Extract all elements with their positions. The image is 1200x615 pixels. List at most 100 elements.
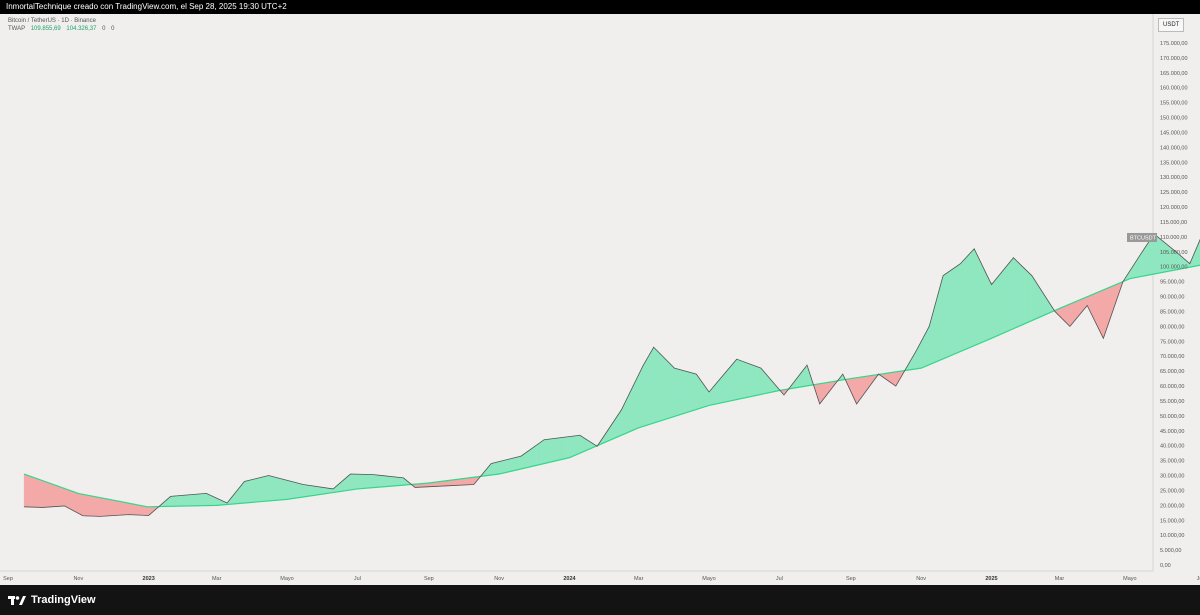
twap-fill-below: [53, 484, 57, 507]
price-tick-label: 165.000,00: [1160, 71, 1188, 77]
twap-fill-above: [512, 457, 516, 472]
price-tick-label: 25.000,00: [1160, 488, 1184, 494]
twap-fill-above: [542, 439, 546, 465]
twap-fill-above: [551, 438, 555, 463]
twap-fill-above: [554, 437, 558, 462]
twap-fill-above: [1017, 261, 1021, 328]
twap-fill-below: [39, 479, 43, 508]
twap-fill-above: [683, 370, 687, 414]
twap-fill-below: [468, 477, 472, 486]
twap-fill-above: [943, 272, 947, 359]
twap-fill-above: [194, 493, 198, 507]
twap-fill-below: [35, 477, 39, 508]
twap-fill-above: [203, 493, 207, 506]
twap-fill-above: [953, 266, 957, 355]
price-tick-label: 140.000,00: [1160, 145, 1188, 151]
twap-fill-above: [955, 264, 959, 354]
twap-fill-above: [169, 495, 173, 507]
price-axis[interactable]: 0,00 5.000,00 10.000,00 15.000,00 20.000,00 2…: [1127, 41, 1188, 569]
price-tick-label: 120.000,00: [1160, 205, 1188, 211]
twap-fill-below: [30, 476, 34, 508]
time-tick-label: Jul: [776, 576, 783, 582]
twap-fill-above: [261, 476, 265, 502]
twap-fill-above: [210, 495, 214, 506]
twap-fill-above: [524, 451, 528, 469]
twap-fill-above: [687, 371, 691, 413]
twap-fill-above: [570, 435, 574, 458]
twap-fill-above: [376, 474, 380, 488]
twap-fill-above: [302, 484, 306, 498]
twap-fill-above: [685, 370, 689, 414]
twap-fill-below: [58, 485, 62, 507]
tradingview-logo[interactable]: TradingView: [8, 593, 96, 607]
twap-fill-below: [99, 497, 103, 517]
time-tick-label: Mar: [212, 576, 222, 582]
indicator-legend[interactable]: TWAP 109.855,69 104.326,37 0 0: [8, 26, 114, 32]
price-line[interactable]: [24, 201, 1200, 517]
twap-fill-above: [309, 485, 313, 497]
twap-fill-above: [745, 362, 749, 398]
twap-line[interactable]: [23, 254, 1200, 508]
twap-fill-below: [134, 504, 138, 516]
twap-fill-above: [759, 367, 763, 396]
twap-fill-above: [764, 371, 767, 395]
twap-fill-above: [1001, 268, 1005, 335]
price-tick-label: 95.000,00: [1160, 280, 1184, 286]
twap-fill-above: [563, 436, 567, 460]
twap-fill-below: [1068, 303, 1072, 326]
twap-fill-above: [743, 361, 747, 399]
time-tick-label: Nov: [73, 576, 83, 582]
twap-fill-below: [37, 478, 41, 508]
twap-fill-below: [90, 495, 94, 517]
time-tick-label: Mayo: [1123, 576, 1136, 582]
price-chart[interactable]: 0,00 5.000,00 10.000,00 15.000,00 20.000,00 2…: [0, 14, 1200, 585]
twap-fill-below: [67, 489, 71, 510]
twap-fill-above: [664, 358, 668, 420]
time-tick-label: Mayo: [702, 576, 715, 582]
symbol-legend[interactable]: Bitcoin / TetherUS · 1D · Binance: [8, 18, 96, 24]
twap-fill-above: [962, 257, 966, 351]
time-axis[interactable]: Sep Nov 2023 Mar Mayo Jul Sep Nov 2024 Mar Mayo Jul…: [3, 576, 1200, 582]
twap-fill-above: [713, 382, 717, 405]
twap-fill-above: [1003, 265, 1007, 334]
price-tick-label: 5.000,00: [1160, 548, 1181, 554]
tradingview-brand-name: TradingView: [31, 594, 96, 606]
time-tick-label: Sep: [3, 576, 13, 582]
twap-fill-above: [369, 474, 373, 489]
twap-fill-above: [1033, 278, 1037, 321]
twap-fill-above: [300, 483, 304, 498]
twap-fill-above: [501, 460, 505, 474]
price-tick-label: 75.000,00: [1160, 339, 1184, 345]
price-tick-label: 145.000,00: [1160, 130, 1188, 136]
twap-fill-below: [104, 498, 108, 517]
indicator-value-1: 109.855,69: [30, 26, 61, 32]
twap-fill-above: [676, 368, 680, 417]
time-tick-label: Mar: [634, 576, 644, 582]
twap-fill-above: [678, 368, 682, 416]
twap-fill-above: [1026, 270, 1030, 324]
twap-fill-above: [293, 481, 297, 499]
chart-area[interactable]: 0,00 5.000,00 10.000,00 15.000,00 20.000,00 2…: [0, 14, 1200, 585]
twap-fill-below: [1073, 301, 1076, 324]
twap-fill-above: [558, 437, 562, 461]
price-tick-label: 0,00: [1160, 563, 1171, 569]
twap-fill-below: [1070, 302, 1074, 326]
time-tick-label: Mayo: [280, 576, 293, 582]
twap-fill-above: [757, 366, 761, 396]
twap-fill-above: [519, 454, 523, 470]
twap-fill-below: [33, 476, 36, 508]
currency-selector[interactable]: USDT: [1158, 18, 1185, 32]
twap-fill-below: [42, 480, 46, 508]
twap-fill-above: [385, 475, 389, 487]
twap-fill-above: [360, 473, 364, 489]
twap-fill-below: [455, 478, 458, 486]
twap-fill-above: [503, 459, 507, 474]
twap-fill-above: [729, 363, 733, 402]
twap-fill-above: [734, 358, 737, 401]
price-tick-label: 65.000,00: [1160, 369, 1184, 375]
twap-fill-above: [805, 365, 809, 387]
twap-fill-above: [1031, 274, 1035, 322]
twap-fill-above: [752, 364, 756, 397]
twap-fill-below: [118, 500, 122, 516]
price-tick-label: 175.000,00: [1160, 41, 1188, 47]
